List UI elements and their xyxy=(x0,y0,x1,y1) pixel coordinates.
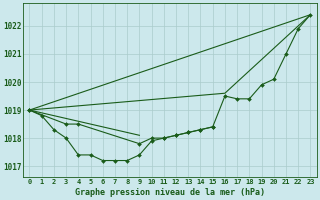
X-axis label: Graphe pression niveau de la mer (hPa): Graphe pression niveau de la mer (hPa) xyxy=(75,188,265,197)
